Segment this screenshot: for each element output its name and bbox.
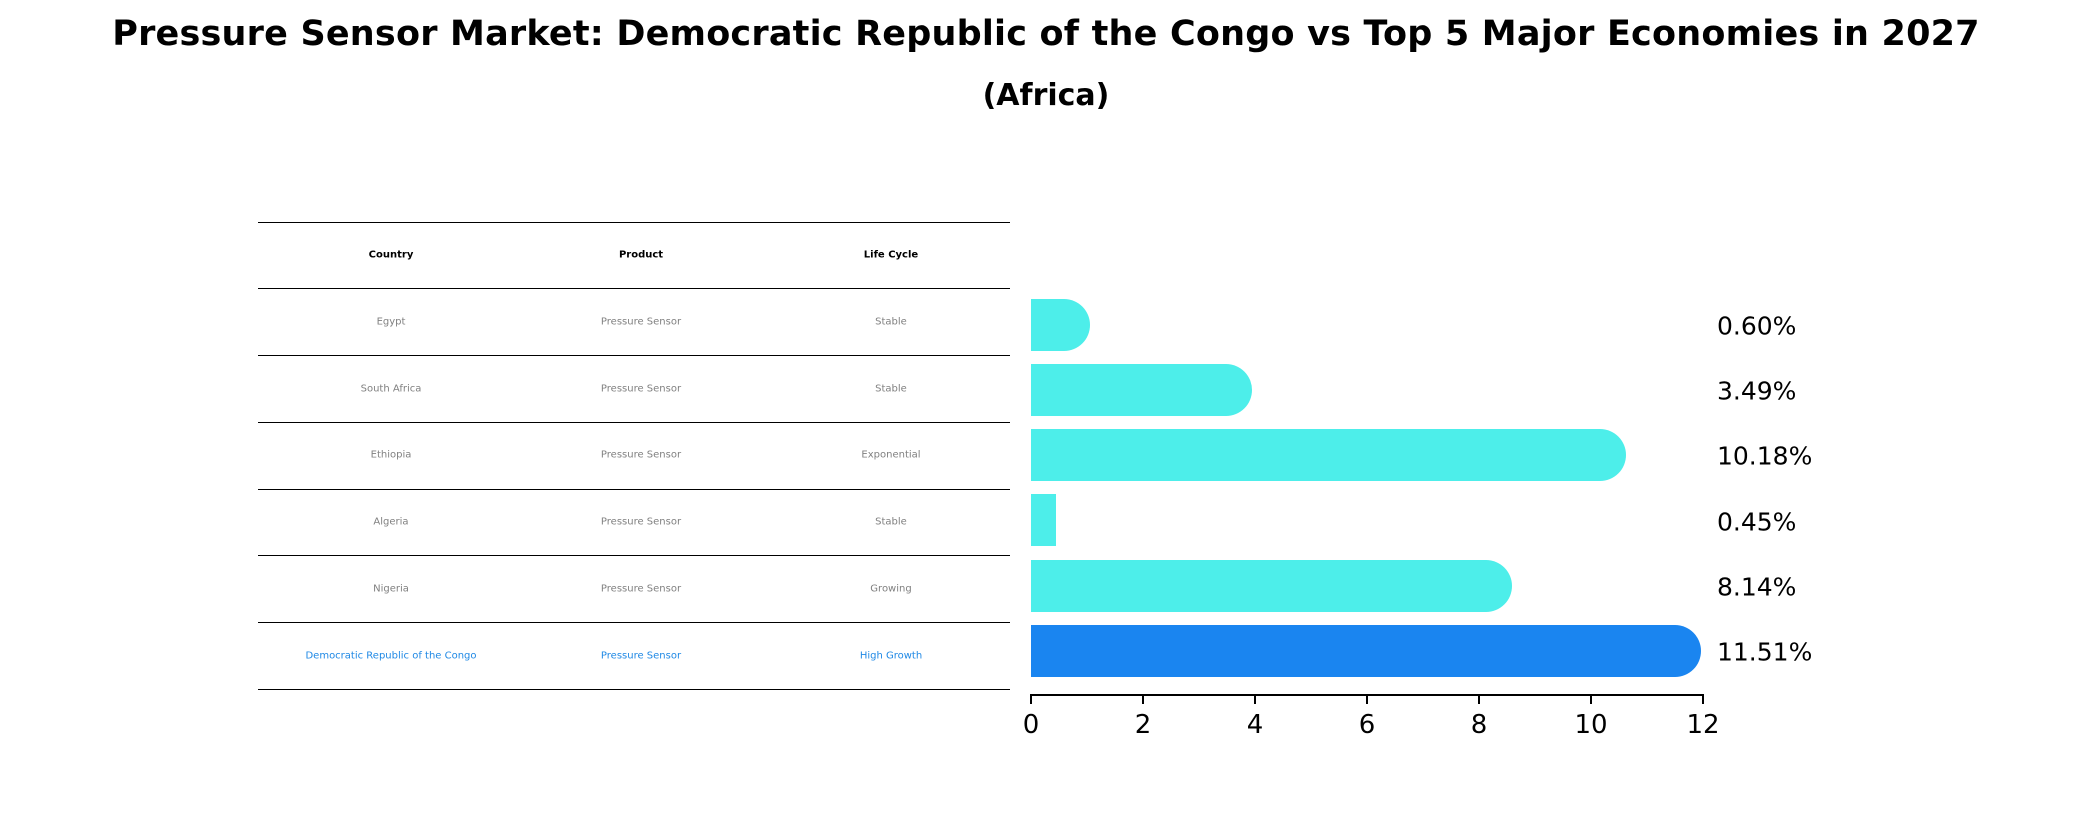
table-divider	[258, 689, 1010, 690]
row-country: South Africa	[360, 383, 422, 395]
x-tick-label: 4	[1246, 710, 1264, 740]
x-tick-label: 10	[1574, 710, 1608, 740]
header-country: Country	[368, 249, 414, 261]
x-tick	[1702, 695, 1704, 704]
table-divider	[258, 288, 1010, 289]
table-divider	[258, 489, 1010, 490]
x-tick	[1366, 695, 1368, 704]
row-country: Egypt	[376, 316, 406, 328]
row-product: Pressure Sensor	[600, 316, 682, 328]
row-life-cycle: Stable	[875, 383, 907, 395]
row-product: Pressure Sensor	[600, 516, 682, 528]
row-life-cycle: Growing	[870, 583, 912, 595]
x-tick-label: 2	[1134, 710, 1152, 740]
table-divider	[258, 222, 1010, 223]
x-tick	[1254, 695, 1256, 704]
chart-subtitle: (Africa)	[982, 78, 1110, 113]
value-label: 0.60%	[1717, 311, 1797, 341]
x-tick-label: 8	[1470, 710, 1488, 740]
row-country-highlight: Democratic Republic of the Congo	[305, 650, 477, 662]
row-product: Pressure Sensor	[600, 449, 682, 461]
row-life-cycle: Stable	[875, 316, 907, 328]
x-tick	[1142, 695, 1144, 704]
table-divider	[258, 622, 1010, 623]
row-life-cycle-highlight: High Growth	[859, 650, 923, 662]
x-tick	[1030, 695, 1032, 704]
row-life-cycle: Stable	[875, 516, 907, 528]
value-label: 3.49%	[1717, 376, 1797, 406]
table-divider	[258, 555, 1010, 556]
bar-south-africa	[1031, 364, 1252, 416]
x-tick-label: 6	[1358, 710, 1376, 740]
bar-ethiopia	[1031, 429, 1626, 481]
value-label: 8.14%	[1717, 572, 1797, 602]
x-tick-label: 0	[1022, 710, 1040, 740]
row-product-highlight: Pressure Sensor	[600, 650, 682, 662]
value-label: 11.51%	[1717, 637, 1813, 667]
table-divider	[258, 355, 1010, 356]
x-tick-label: 12	[1686, 710, 1720, 740]
value-label: 0.45%	[1717, 507, 1797, 537]
bar-drc-highlight	[1031, 625, 1701, 677]
header-product: Product	[618, 249, 664, 261]
bar-egypt	[1031, 299, 1090, 351]
table-divider	[258, 422, 1010, 423]
row-product: Pressure Sensor	[600, 583, 682, 595]
row-country: Ethiopia	[370, 449, 412, 461]
header-life-cycle: Life Cycle	[863, 249, 919, 261]
x-tick	[1590, 695, 1592, 704]
row-product: Pressure Sensor	[600, 383, 682, 395]
bar-algeria	[1031, 494, 1056, 546]
row-country: Algeria	[373, 516, 409, 528]
value-label: 10.18%	[1717, 441, 1813, 471]
x-tick	[1478, 695, 1480, 704]
row-country: Nigeria	[373, 583, 409, 595]
bar-nigeria	[1031, 560, 1512, 612]
row-life-cycle: Exponential	[861, 449, 921, 461]
chart-title: Pressure Sensor Market: Democratic Repub…	[112, 14, 1980, 54]
